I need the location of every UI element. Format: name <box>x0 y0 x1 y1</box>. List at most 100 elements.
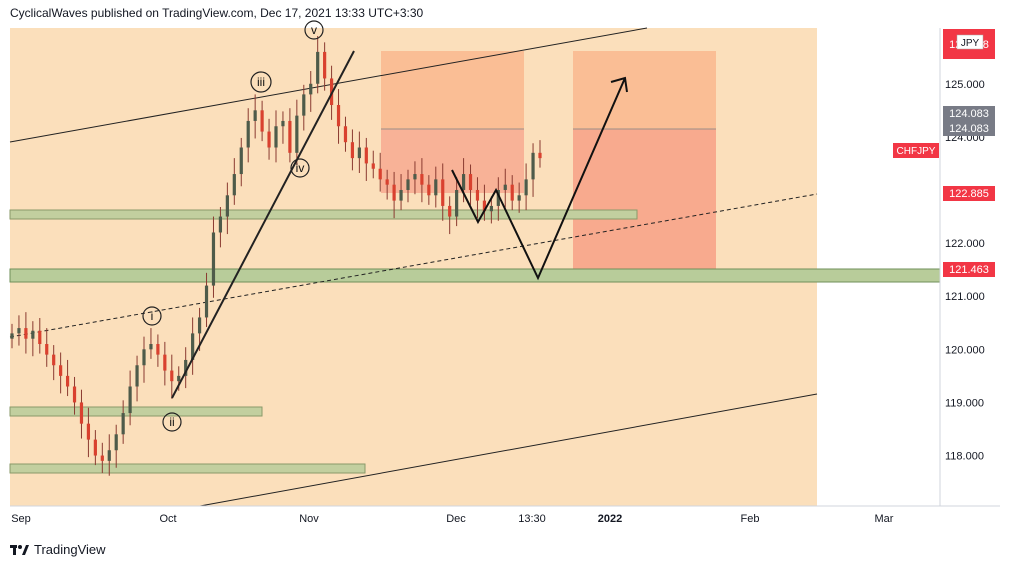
candle-body <box>510 184 514 201</box>
candle-body <box>343 126 348 143</box>
time-tick-label: Mar <box>875 513 894 525</box>
support-zone-2 <box>9 268 941 283</box>
candle-body <box>31 330 35 339</box>
price-label-support: 121.463 <box>943 262 995 277</box>
time-tick-label: 2022 <box>598 513 622 525</box>
candle-body <box>482 200 487 212</box>
time-tick-label: Sep <box>11 513 31 525</box>
candle-body <box>392 184 396 201</box>
svg-text:CHFJPY: CHFJPY <box>897 146 936 157</box>
footer: TradingView <box>10 542 106 557</box>
price-tick-label: 118.000 <box>945 451 984 463</box>
candle-body <box>10 333 14 339</box>
wave-label-iv: iv <box>290 158 310 178</box>
symbol-tag: CHFJPY <box>893 143 939 158</box>
candle-body <box>448 205 452 217</box>
tradingview-logo-icon <box>10 544 29 555</box>
candles <box>10 35 542 476</box>
candle-body <box>316 51 320 84</box>
target-zone-lower <box>573 129 716 269</box>
channel-mid-line <box>9 193 818 338</box>
support-zone-3 <box>9 406 263 417</box>
candle-body <box>496 189 500 206</box>
candle-body <box>427 184 431 196</box>
candle-body <box>267 131 271 148</box>
candle-body <box>149 344 153 350</box>
candle-body <box>274 126 278 148</box>
candle-body <box>503 184 507 190</box>
candle-body <box>135 365 139 387</box>
candle-body <box>260 110 264 132</box>
candle-body <box>357 147 361 159</box>
candle-body <box>93 439 97 456</box>
candle-body <box>177 375 181 382</box>
svg-text:i: i <box>151 309 154 323</box>
candle-body <box>107 450 111 461</box>
candle-body <box>531 152 535 180</box>
candle-body <box>17 328 21 334</box>
candle-body <box>378 168 382 180</box>
price-tick-label: 120.000 <box>945 344 985 356</box>
price-label-zone-2: 124.083 <box>943 121 995 136</box>
svg-text:JPY: JPY <box>961 38 980 49</box>
publish-info: CyclicalWaves published on TradingView.c… <box>10 6 424 20</box>
projection-arrowhead <box>610 76 628 93</box>
candle-body <box>142 349 146 366</box>
candle-body <box>399 189 403 201</box>
risk-zone-upper <box>381 51 524 129</box>
candle-body <box>295 115 299 153</box>
time-tick-label: Feb <box>741 513 760 525</box>
candle-body <box>114 434 118 451</box>
candle-body <box>156 344 160 355</box>
candle-body <box>204 285 209 318</box>
candle-body <box>45 344 49 355</box>
svg-text:iii: iii <box>257 75 265 89</box>
candle-body <box>434 179 438 196</box>
candle-body <box>364 147 368 164</box>
wave-label-ii: ii <box>162 412 182 432</box>
support-zone-1 <box>9 209 638 220</box>
candle-body <box>79 402 84 424</box>
price-tick-label: 125.000 <box>945 79 985 91</box>
price-tick-label: 122.000 <box>945 238 985 250</box>
candle-body <box>468 174 473 190</box>
price-tick-label: 119.000 <box>945 397 984 409</box>
candle-body <box>413 174 417 180</box>
svg-text:121.463: 121.463 <box>949 264 989 276</box>
candle-body <box>100 455 104 461</box>
candle-body <box>232 174 236 196</box>
candle-body <box>420 174 424 185</box>
candle-body <box>128 386 132 414</box>
candle-body <box>86 423 91 440</box>
time-tick-label: 13:30 <box>518 513 546 525</box>
svg-text:124.083: 124.083 <box>949 108 989 120</box>
candle-body <box>225 195 229 217</box>
candle-body <box>239 147 243 175</box>
svg-text:122.885: 122.885 <box>949 188 989 200</box>
time-tick-label: Dec <box>446 513 466 525</box>
candle-body <box>371 163 375 169</box>
trend-line <box>171 50 355 399</box>
candle-body <box>218 216 223 233</box>
risk-zone-lower <box>381 129 524 193</box>
candle-body <box>323 51 327 79</box>
currency-badge: JPY <box>956 34 984 50</box>
candle-body <box>211 232 216 286</box>
candle-body <box>302 94 306 116</box>
candle-body <box>72 386 77 403</box>
svg-text:ii: ii <box>169 415 174 429</box>
time-tick-label: Nov <box>299 513 319 525</box>
channel-upper-line <box>9 27 648 143</box>
candle-body <box>163 354 167 371</box>
time-axis[interactable]: Sep Oct Nov Dec 13:30 2022 Feb Mar <box>11 513 894 525</box>
candle-body <box>524 179 528 196</box>
svg-text:124.083: 124.083 <box>949 123 989 135</box>
candle-body <box>24 328 28 339</box>
channel-lower-line <box>199 393 818 507</box>
candle-body <box>121 413 125 435</box>
candle-body <box>406 179 410 190</box>
candle-body <box>184 359 188 376</box>
wave-label-iii: iii <box>250 71 272 93</box>
candle-body <box>441 179 445 206</box>
